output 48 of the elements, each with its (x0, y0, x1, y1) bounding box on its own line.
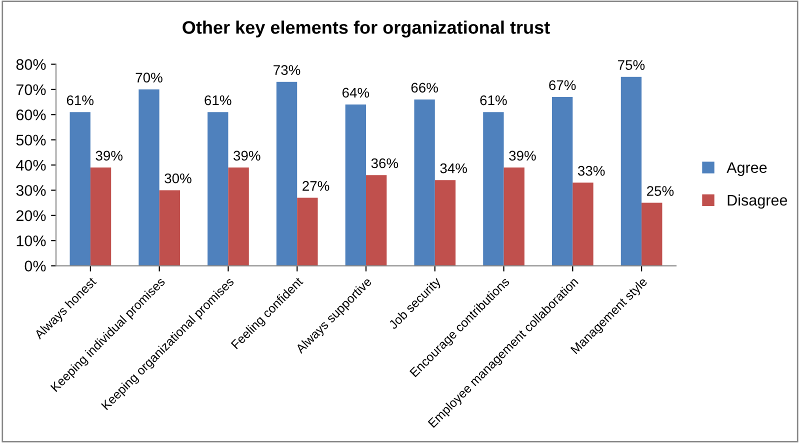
bar (414, 100, 435, 266)
bar (159, 190, 180, 266)
y-tick-label: 20% (16, 210, 46, 222)
data-label: 66% (411, 82, 438, 93)
data-label: 75% (618, 60, 645, 70)
y-tick-label: 60% (16, 109, 46, 120)
data-label: 61% (204, 95, 232, 106)
bar (297, 198, 318, 266)
data-label: 67% (549, 80, 576, 90)
data-label: 64% (342, 88, 370, 98)
bar (483, 112, 504, 266)
y-tick-label: 80% (16, 59, 46, 70)
chart-title: Other key elements for organizational trust (182, 20, 550, 38)
data-label: 61% (480, 95, 507, 106)
y-tick-label: 30% (16, 185, 46, 196)
data-label: 33% (578, 166, 605, 176)
data-label: 39% (96, 150, 123, 161)
bar (434, 180, 456, 266)
bar (228, 168, 249, 266)
y-tick-label: 0% (24, 260, 46, 272)
bar (276, 82, 298, 266)
y-tick-label: 40% (16, 160, 46, 171)
legend-label: Disagree (728, 194, 788, 209)
legend-label: Agree (726, 162, 767, 176)
bar (642, 202, 662, 266)
bar (138, 89, 160, 266)
y-tick-label: 70% (16, 84, 46, 96)
data-label: 30% (164, 173, 192, 184)
data-label: 73% (274, 65, 300, 75)
data-label: 70% (136, 72, 162, 83)
y-tick-label: 10% (16, 235, 46, 246)
data-label: 39% (234, 150, 260, 161)
data-label: 27% (302, 181, 330, 191)
bar (90, 168, 112, 266)
data-label: 61% (66, 95, 94, 106)
bar (620, 76, 642, 266)
bar (504, 168, 524, 266)
data-label: 34% (440, 163, 467, 174)
bar (345, 104, 366, 266)
bar (208, 112, 228, 266)
bar (366, 175, 387, 266)
bar (572, 182, 594, 266)
data-label: 25% (647, 186, 674, 196)
data-label: 39% (509, 150, 536, 161)
bar (552, 96, 573, 266)
data-label: 36% (371, 158, 398, 168)
y-tick-label: 50% (16, 134, 46, 146)
bar (70, 112, 90, 266)
